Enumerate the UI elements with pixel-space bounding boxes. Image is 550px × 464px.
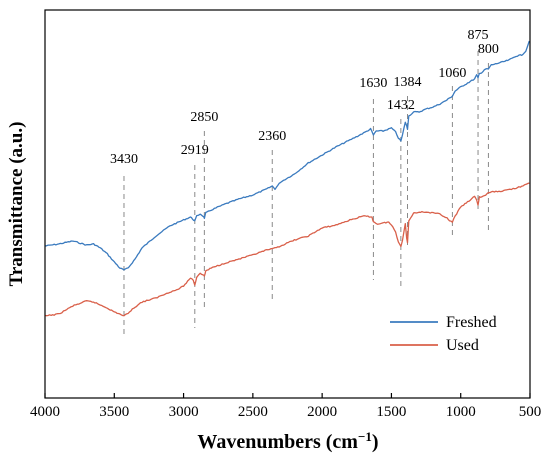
x-axis-title-superscript: −1 <box>358 429 372 444</box>
x-tick-label: 2000 <box>307 404 337 420</box>
series-line-used <box>44 182 530 317</box>
annotation-lines <box>123 51 489 338</box>
x-axis-title: Wavenumbers (cm−1) <box>197 429 378 454</box>
series-lines <box>44 40 530 317</box>
legend: Freshed Used <box>390 314 497 354</box>
x-tick-label: 2500 <box>238 404 268 420</box>
x-tick-label: 1000 <box>446 404 476 420</box>
annotation-label-1384: 1384 <box>394 75 422 90</box>
legend-label-freshed: Freshed <box>446 314 497 331</box>
annotation-label-1630: 1630 <box>359 76 387 91</box>
annotation-label-2360: 2360 <box>258 129 286 144</box>
series-line-freshed <box>44 40 530 271</box>
annotation-label-1060: 1060 <box>438 66 466 81</box>
x-tick-label: 3000 <box>169 404 199 420</box>
x-axis-ticks: 4000 3500 3000 2500 2000 1500 1000 500 <box>30 393 541 420</box>
x-tick-label: 1500 <box>376 404 406 420</box>
x-tick-label: 500 <box>519 404 542 420</box>
annotation-label-800: 800 <box>478 42 499 57</box>
annotation-label-2919: 2919 <box>181 143 209 158</box>
annotation-label-2850: 2850 <box>190 110 218 125</box>
x-axis-title-end: ) <box>372 431 379 453</box>
legend-label-used: Used <box>446 337 479 354</box>
annotation-label-875: 875 <box>468 28 489 43</box>
plot-frame <box>44 9 531 399</box>
y-axis-title: Transmittance (a.u.) <box>6 122 27 287</box>
annotation-label-1432: 1432 <box>387 98 415 113</box>
x-tick-label: 3500 <box>99 404 129 420</box>
annotation-label-3430: 3430 <box>110 152 138 167</box>
x-tick-label: 4000 <box>30 404 60 420</box>
